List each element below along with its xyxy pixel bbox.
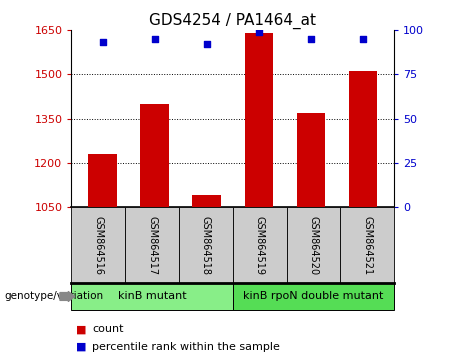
Text: kinB mutant: kinB mutant (118, 291, 186, 302)
Text: GSM864521: GSM864521 (362, 216, 372, 275)
Bar (244, 33, 273, 207)
Bar (89, 154, 117, 207)
Point (255, 29, 262, 35)
Text: ■: ■ (76, 324, 87, 334)
Text: GSM864520: GSM864520 (308, 216, 319, 275)
Point (359, 36, 366, 42)
Text: GSM864517: GSM864517 (147, 216, 157, 275)
Text: GSM864516: GSM864516 (93, 216, 103, 275)
Text: ■: ■ (76, 342, 87, 352)
Text: genotype/variation: genotype/variation (5, 291, 104, 302)
Bar (141, 104, 169, 207)
Point (151, 36, 159, 42)
Text: count: count (92, 324, 124, 334)
Title: GDS4254 / PA1464_at: GDS4254 / PA1464_at (149, 12, 316, 29)
Bar (349, 72, 377, 207)
Point (307, 36, 314, 42)
Text: percentile rank within the sample: percentile rank within the sample (92, 342, 280, 352)
Point (203, 41, 211, 47)
Bar (193, 195, 221, 207)
Text: GSM864519: GSM864519 (254, 216, 265, 275)
Text: GSM864518: GSM864518 (201, 216, 211, 275)
Text: kinB rpoN double mutant: kinB rpoN double mutant (243, 291, 384, 302)
Bar (296, 113, 325, 207)
Point (99, 40, 106, 45)
